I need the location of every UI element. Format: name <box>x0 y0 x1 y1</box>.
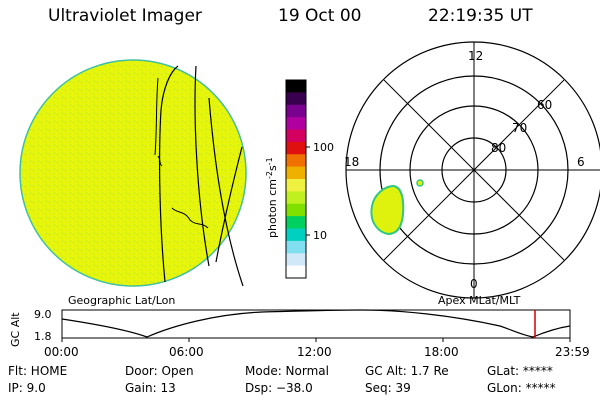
coastline-line <box>215 146 243 263</box>
right-panel-caption: Apex MLat/MLT <box>438 294 521 307</box>
coastline-line <box>194 65 210 267</box>
status-door: Door: Open <box>125 364 194 378</box>
altitude-plot: 9.0 1.8 GC Alt 00:00 06:00 12:00 18:00 2… <box>9 308 590 359</box>
color-bar <box>285 79 307 279</box>
polar-axis-diagonal <box>383 79 565 261</box>
altitude-frame <box>61 309 571 339</box>
colorbar-tick-10: 10 <box>313 229 327 242</box>
colorbar-segment <box>286 104 306 118</box>
mlt-label-6: 6 <box>577 155 585 169</box>
altitude-curve <box>61 309 571 338</box>
coastline-line <box>159 65 179 283</box>
status-gc-alt: GC Alt: 1.7 Re <box>365 364 449 378</box>
altitude-ylabel: GC Alt <box>9 312 22 347</box>
aurora-patch <box>370 184 405 236</box>
status-glon: GLon: ***** <box>487 381 556 395</box>
coastline-line <box>154 77 159 156</box>
mlat-label-70: 70 <box>512 121 527 135</box>
colorbar-segment <box>286 191 306 205</box>
colorbar-segment <box>286 203 306 217</box>
mlat-label-80: 80 <box>491 141 506 155</box>
colorbar-segment <box>286 216 306 229</box>
instrument-title: Ultraviolet Imager <box>48 6 202 26</box>
status-mode: Mode: Normal <box>245 364 329 378</box>
colorbar-segment <box>286 228 306 242</box>
date-label: 19 Oct 00 <box>278 6 362 26</box>
colorbar-segment <box>286 92 306 106</box>
status-dsp: Dsp: −38.0 <box>245 381 313 395</box>
geographic-image <box>19 59 247 287</box>
colorbar-segment <box>286 129 306 143</box>
left-panel-caption: Geographic Lat/Lon <box>68 294 175 307</box>
coastline-line <box>208 97 244 287</box>
status-glat: GLat: ***** <box>487 364 553 378</box>
polar-plot: 12 18 6 0 60 70 80 <box>344 41 600 299</box>
colorbar-segment <box>286 117 306 130</box>
colorbar-frame <box>285 79 307 279</box>
colorbar-segment <box>286 80 306 93</box>
xtick-1200: 12:00 <box>297 345 332 359</box>
altitude-ytick-bottom: 1.8 <box>34 330 52 343</box>
mlt-label-0: 0 <box>470 277 478 291</box>
earth-disk <box>19 59 247 287</box>
mlt-label-12: 12 <box>468 49 483 63</box>
colorbar-unit-label: photon cm-2s-1 <box>265 157 279 238</box>
colorbar-segment <box>286 240 306 254</box>
colorbar-tick-100: 100 <box>313 141 334 154</box>
mlt-label-18: 18 <box>344 155 359 169</box>
aurora-spot <box>416 179 424 187</box>
colorbar-segment <box>286 154 306 168</box>
colorbar-ticks: 100 10 <box>306 141 334 242</box>
status-ip: IP: 9.0 <box>8 381 46 395</box>
xtick-0600: 06:00 <box>169 345 204 359</box>
colorbar-segment <box>286 166 306 180</box>
colorbar-segment <box>286 265 306 279</box>
status-gain: Gain: 13 <box>125 381 176 395</box>
colorbar-segment <box>286 179 306 192</box>
altitude-ytick-top: 9.0 <box>34 308 52 321</box>
xtick-1800: 18:00 <box>424 345 459 359</box>
colorbar-segment <box>286 141 306 155</box>
time-label: 22:19:35 UT <box>428 6 533 26</box>
status-seq: Seq: 39 <box>365 381 411 395</box>
colorbar-segment <box>286 253 306 267</box>
status-flt: Flt: HOME <box>8 364 68 378</box>
mlat-label-60: 60 <box>537 98 552 112</box>
coastline-line <box>171 207 209 229</box>
coastline-line <box>157 155 163 167</box>
xtick-2359: 23:59 <box>555 345 590 359</box>
xtick-0000: 00:00 <box>44 345 79 359</box>
